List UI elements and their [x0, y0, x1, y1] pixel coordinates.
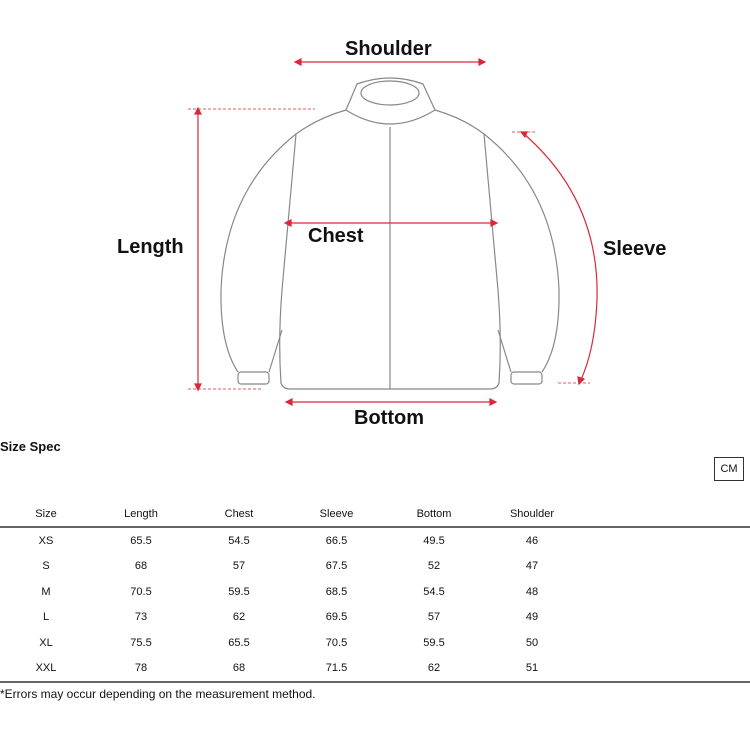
- size-spec-title: Size Spec: [0, 439, 61, 454]
- table-cell: 70.5: [325, 636, 348, 649]
- table-cell: 54.5: [228, 534, 250, 547]
- table-cell: 48: [525, 585, 539, 598]
- table-cell: 47: [525, 560, 539, 573]
- column-header: Shoulder: [483, 502, 581, 528]
- table-cell: 75.5: [130, 636, 152, 649]
- table-cell: 57: [427, 611, 441, 624]
- table-cell: 50: [525, 636, 539, 649]
- column-header: Size: [0, 502, 92, 528]
- table-row: S 68 57 67.5 52 47: [0, 554, 750, 580]
- table-row: M 70.5 59.5 68.5 54.5 48: [0, 579, 750, 605]
- size-table: Size Length Chest Sleeve Bottom Shoulder XS 65…: [0, 502, 750, 683]
- table-cell: 52: [427, 560, 441, 573]
- table-cell: XS: [38, 534, 54, 547]
- table-cell: 51: [483, 655, 581, 683]
- table-cell: 57: [232, 560, 246, 573]
- sleeve-label: Sleeve: [603, 238, 667, 260]
- table-row: XS 65.5 54.5 66.5 49.5 46: [0, 527, 750, 554]
- table-cell: 70.5: [130, 585, 152, 598]
- table-header-row: Size Length Chest Sleeve Bottom Shoulder: [0, 502, 750, 528]
- table-row: XL 75.5 65.5 70.5 59.5 50: [0, 630, 750, 656]
- column-header: Bottom: [385, 502, 483, 528]
- jacket-outline: [220, 77, 560, 390]
- table-cell: 68.5: [325, 585, 348, 598]
- column-header: Chest: [190, 502, 288, 528]
- table-cell: S: [42, 560, 50, 573]
- table-cell: 49: [525, 611, 539, 624]
- table-cell: 66.5: [325, 534, 348, 547]
- table-cell: 78: [92, 655, 190, 683]
- table-row: L 73 62 69.5 57 49: [0, 605, 750, 631]
- chest-label: Chest: [308, 225, 364, 247]
- bottom-label: Bottom: [354, 407, 424, 429]
- table-cell: XXL: [0, 655, 92, 683]
- unit-toggle-button[interactable]: CM: [714, 457, 744, 481]
- table-cell: 59.5: [228, 585, 250, 598]
- table-cell: 73: [134, 611, 148, 624]
- table-cell: 65.5: [130, 534, 152, 547]
- table-cell: M: [41, 585, 51, 598]
- table-cell: 54.5: [423, 585, 445, 598]
- shoulder-label: Shoulder: [345, 38, 432, 60]
- measurement-note: *Errors may occur depending on the measu…: [0, 687, 316, 701]
- column-header: Sleeve: [288, 502, 385, 528]
- table-cell: 67.5: [325, 560, 348, 573]
- table-cell: 68: [134, 560, 148, 573]
- table-cell: 59.5: [423, 636, 445, 649]
- table-cell: 62: [232, 611, 246, 624]
- table-cell: 49.5: [423, 534, 445, 547]
- length-label: Length: [117, 236, 184, 258]
- table-cell: 71.5: [288, 655, 385, 683]
- table-row: XXL 78 68 71.5 62 51: [0, 655, 750, 683]
- table-cell: 68: [190, 655, 288, 683]
- table-cell: XL: [39, 636, 53, 649]
- measure-lines: [188, 58, 598, 406]
- column-header: Length: [92, 502, 190, 528]
- table-cell: 46: [525, 534, 539, 547]
- table-cell: 69.5: [325, 611, 348, 624]
- jacket-diagram: [188, 58, 598, 406]
- table-cell: L: [42, 611, 50, 624]
- table-cell: 65.5: [228, 636, 250, 649]
- table-cell: 62: [385, 655, 483, 683]
